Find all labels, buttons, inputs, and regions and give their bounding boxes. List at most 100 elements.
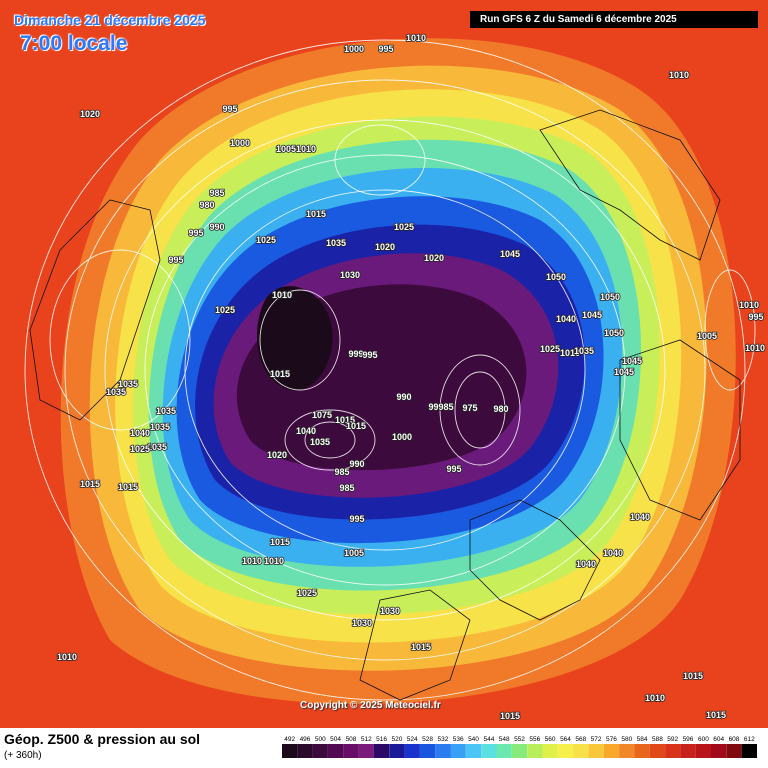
pressure-label: 1025 [297, 588, 317, 598]
legend-color-swatch [726, 744, 742, 758]
isobar-5 [184, 189, 586, 551]
pressure-label: 995 [748, 312, 763, 322]
pressure-label: 1015 [500, 711, 520, 721]
legend-tick-label: 576 [606, 736, 617, 743]
pressure-label: 1030 [380, 606, 400, 616]
legend-color-swatch [419, 744, 436, 758]
legend-tick-label: 492 [284, 736, 295, 743]
legend-color-swatch [603, 744, 620, 758]
pressure-label: 1010 [264, 556, 284, 566]
pressure-label: 1005 [276, 144, 296, 154]
pressure-label: 1025 [215, 305, 235, 315]
legend-color-swatch [282, 744, 298, 758]
pressure-label: 1050 [604, 328, 624, 338]
legend-tick-label: 568 [575, 736, 586, 743]
pressure-label: 995 [349, 514, 364, 524]
legend-tick-label: 588 [652, 736, 663, 743]
legend-tick-label: 612 [744, 736, 755, 743]
legend-tick-label: 608 [729, 736, 740, 743]
legend-tick-label: 604 [713, 736, 724, 743]
legend-tick-label: 500 [315, 736, 326, 743]
legend-color-swatch [389, 744, 405, 758]
pressure-label: 985 [339, 483, 354, 493]
forecast-date: Dimanche 21 décembre 2025 [14, 12, 206, 28]
pressure-label: 1030 [352, 618, 372, 628]
legend-color-swatch [404, 744, 420, 758]
isobar-8 [284, 409, 376, 471]
pressure-label: 1045 [614, 367, 634, 377]
pressure-label: 1015 [346, 421, 366, 431]
legend-tick-label: 520 [391, 736, 402, 743]
pressure-label: 1030 [340, 270, 360, 280]
legend-color-swatch [373, 744, 390, 758]
legend-tick-label: 540 [468, 736, 479, 743]
map-product-title: Géop. Z500 & pression au sol [4, 731, 201, 747]
pressure-label: 1010 [57, 652, 77, 662]
pressure-label: 1040 [603, 548, 623, 558]
pressure-label: 1035 [147, 442, 167, 452]
copyright-notice: Copyright © 2025 Meteociel.fr [300, 700, 441, 711]
pressure-label: 990 [428, 402, 443, 412]
pressure-label: 995 [362, 350, 377, 360]
pressure-label: 1035 [326, 238, 346, 248]
pressure-label: 995 [378, 44, 393, 54]
pressure-label: 1040 [576, 559, 596, 569]
forecast-time: 7:00 locale [20, 32, 128, 55]
forecast-lead-time: (+ 360h) [4, 750, 42, 761]
pressure-label: 1075 [312, 410, 332, 420]
isobar-2 [64, 79, 706, 661]
pressure-label: 1000 [230, 138, 250, 148]
isobar-7 [454, 371, 506, 449]
legend-color-swatch [527, 744, 543, 758]
pressure-label: 1010 [406, 33, 426, 43]
pressure-label: 995 [168, 255, 183, 265]
pressure-label: 1010 [739, 300, 759, 310]
coastlines [29, 109, 741, 701]
pressure-label: 1015 [411, 642, 431, 652]
pressure-label: 990 [349, 459, 364, 469]
pressure-label: 1015 [706, 710, 726, 720]
pressure-label: 1010 [745, 343, 765, 353]
legend-tick-label: 596 [683, 736, 694, 743]
pressure-label: 1035 [156, 406, 176, 416]
pressure-label: 980 [493, 404, 508, 414]
geopotential-band-11 [257, 286, 333, 391]
pressure-label: 1040 [296, 426, 316, 436]
legend-color-swatch [312, 744, 328, 758]
pressure-label: 990 [396, 392, 411, 402]
legend-color-swatch [481, 744, 497, 758]
legend-tick-label: 600 [698, 736, 709, 743]
legend-tick-label: 496 [300, 736, 311, 743]
isobar-1 [24, 39, 746, 701]
pressure-label: 1010 [560, 348, 580, 358]
pressure-label: 1005 [344, 548, 364, 558]
legend-tick-label: 544 [483, 736, 494, 743]
pressure-label: 1045 [582, 310, 602, 320]
pressure-label: 1005 [697, 331, 717, 341]
pressure-label: 1035 [310, 437, 330, 447]
legend-color-swatch [588, 744, 604, 758]
pressure-label: 1040 [556, 314, 576, 324]
pressure-label: 1010 [242, 556, 262, 566]
pressure-label: 1045 [500, 249, 520, 259]
isobar-10 [259, 289, 341, 391]
legend-color-swatch [496, 744, 512, 758]
run-info-banner: Run GFS 6 Z du Samedi 6 décembre 2025 [470, 11, 758, 28]
legend-color-swatch [665, 744, 681, 758]
pressure-label: 1035 [150, 422, 170, 432]
coastline-1 [29, 199, 161, 421]
legend-tick-label: 556 [529, 736, 540, 743]
pressure-label: 995 [188, 228, 203, 238]
legend-color-swatch [680, 744, 696, 758]
legend-color-swatch [695, 744, 711, 758]
legend-tick-label: 552 [514, 736, 525, 743]
legend-color-swatch [634, 744, 650, 758]
coastline-5 [619, 339, 741, 521]
legend-color-swatch [741, 744, 757, 758]
pressure-label: 1025 [130, 444, 150, 454]
coastline-4 [359, 589, 471, 701]
legend-color-swatch [297, 744, 313, 758]
